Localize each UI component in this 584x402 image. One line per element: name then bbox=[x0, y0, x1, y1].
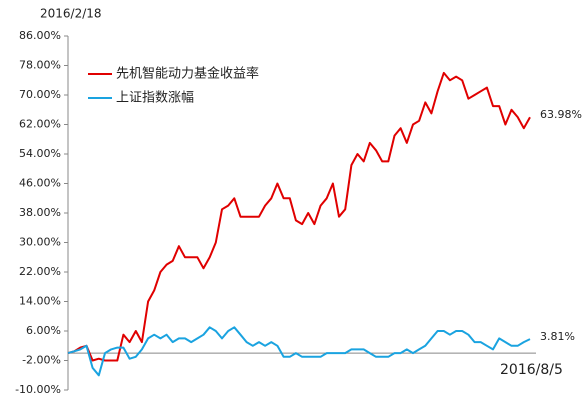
x-tick-label: 2016/8/5 bbox=[500, 362, 563, 378]
line-series bbox=[67, 326, 531, 377]
y-tick-label: 30.00% bbox=[19, 236, 61, 249]
y-tick-label: 62.00% bbox=[19, 118, 61, 131]
y-tick-label: 22.00% bbox=[19, 265, 61, 278]
y-tick-label: 14.00% bbox=[19, 295, 61, 308]
y-tick-label: -2.00% bbox=[22, 354, 61, 367]
y-tick-label: 54.00% bbox=[19, 147, 61, 160]
line-series bbox=[67, 71, 531, 362]
x-tick-label: 2016/2/18 bbox=[40, 7, 102, 21]
y-tick-label: 86.00% bbox=[19, 29, 61, 42]
legend-label: 先机智能动力基金收益率 bbox=[116, 66, 259, 82]
y-tick-label: 6.00% bbox=[26, 324, 61, 337]
annotation: 3.81% bbox=[540, 330, 575, 343]
annotation: 63.98% bbox=[540, 108, 582, 121]
legend-label: 上证指数涨幅 bbox=[116, 91, 194, 106]
y-tick-label: 78.00% bbox=[19, 59, 61, 72]
y-tick-label: 70.00% bbox=[19, 88, 61, 101]
y-tick-label: 38.00% bbox=[19, 206, 61, 219]
y-tick-label: 46.00% bbox=[19, 177, 61, 190]
y-tick-label: -10.00% bbox=[15, 383, 61, 396]
